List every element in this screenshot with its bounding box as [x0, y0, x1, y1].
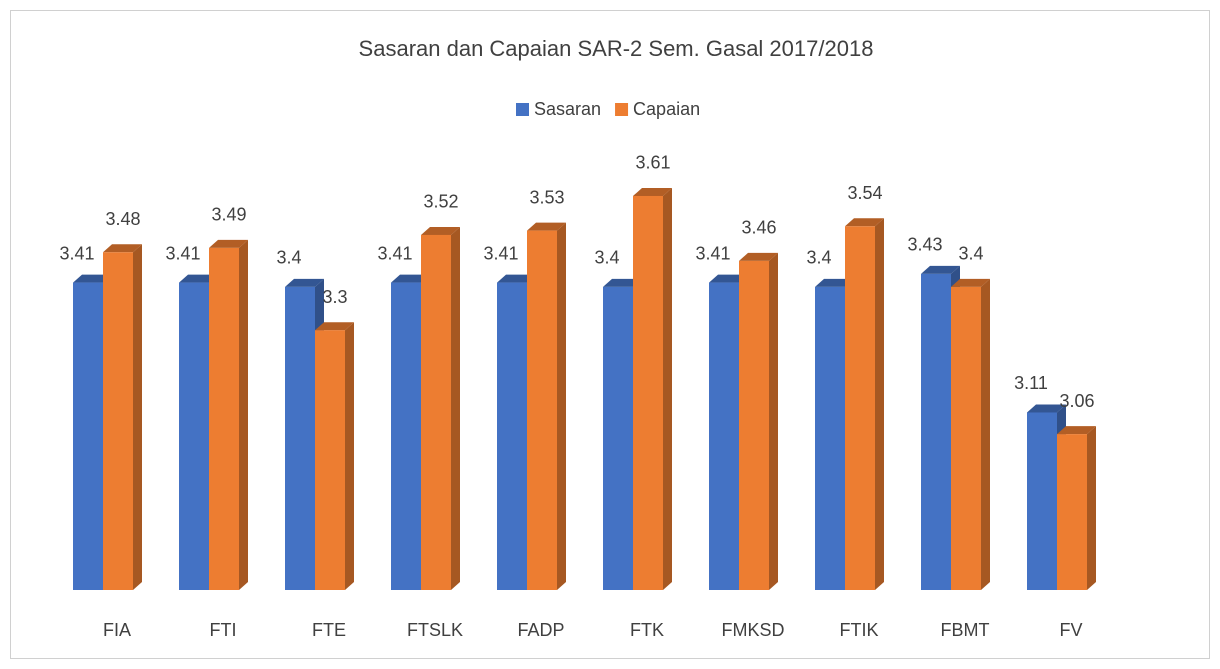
- bar-front: [739, 260, 769, 590]
- data-label: 3.41: [483, 243, 518, 263]
- bar: [103, 244, 142, 590]
- data-label: 3.4: [806, 248, 831, 268]
- bar-side: [557, 222, 566, 591]
- bar: [739, 252, 778, 591]
- bar-top: [285, 278, 324, 287]
- bar-front: [209, 247, 239, 590]
- bar-front: [103, 252, 133, 590]
- bar: [421, 226, 460, 590]
- bar-front: [815, 286, 845, 590]
- bar-top: [497, 274, 536, 283]
- data-label: 3.49: [211, 205, 246, 225]
- x-tick-label: FTIK: [840, 620, 879, 640]
- chart-title: Sasaran dan Capaian SAR-2 Sem. Gasal 201…: [359, 36, 874, 61]
- bar-side: [133, 244, 142, 590]
- bar-front: [951, 286, 981, 590]
- bar-front: [391, 282, 421, 590]
- bar-top: [921, 265, 960, 274]
- bar-front: [421, 234, 451, 590]
- x-tick-label: FADP: [517, 620, 564, 640]
- bar: [845, 218, 884, 590]
- bar-front: [633, 195, 663, 590]
- data-label: 3.4: [276, 248, 301, 268]
- legend-label: Capaian: [633, 99, 700, 119]
- x-tick-label: FTI: [210, 620, 237, 640]
- data-label: 3.41: [59, 243, 94, 263]
- data-label: 3.41: [695, 243, 730, 263]
- bar-top: [603, 278, 642, 287]
- bar-top: [209, 239, 248, 248]
- bar-top: [1057, 426, 1096, 435]
- bar: [1057, 426, 1096, 590]
- data-label: 3.53: [529, 187, 564, 207]
- bar-top: [1027, 404, 1066, 413]
- legend-label: Sasaran: [534, 99, 601, 119]
- bar-top: [633, 187, 672, 196]
- legend-swatch: [516, 103, 529, 116]
- x-tick-label: FTSLK: [407, 620, 463, 640]
- x-tick-label: FBMT: [941, 620, 990, 640]
- data-label: 3.43: [907, 235, 942, 255]
- x-tick-label: FTE: [312, 620, 346, 640]
- bar: [315, 322, 354, 590]
- data-label: 3.61: [635, 153, 670, 173]
- data-label: 3.06: [1059, 391, 1094, 411]
- bar: [633, 187, 672, 590]
- bar-top: [315, 322, 354, 331]
- bar-side: [663, 187, 672, 590]
- bar-top: [815, 278, 854, 287]
- bar: [527, 222, 566, 591]
- data-label: 3.48: [105, 209, 140, 229]
- bar-side: [451, 226, 460, 590]
- bar: [951, 278, 990, 590]
- bar-front: [497, 282, 527, 590]
- bar-side: [769, 252, 778, 591]
- data-label: 3.11: [1014, 373, 1048, 393]
- x-tick-label: FIA: [103, 620, 131, 640]
- bar-side: [345, 322, 354, 590]
- x-tick-label: FV: [1059, 620, 1082, 640]
- bar-front: [73, 282, 103, 590]
- bar-side: [875, 218, 884, 590]
- bar-top: [103, 244, 142, 253]
- bar-front: [527, 230, 557, 591]
- x-tick-label: FTK: [630, 620, 664, 640]
- legend-swatch: [615, 103, 629, 116]
- bar-top: [179, 274, 218, 283]
- data-label: 3.52: [423, 192, 458, 212]
- bar-front: [845, 226, 875, 590]
- bar-front: [285, 286, 315, 590]
- data-label: 3.41: [165, 243, 200, 263]
- data-label: 3.3: [322, 287, 347, 307]
- bar-front: [1027, 412, 1057, 590]
- bar-top: [739, 252, 778, 261]
- bar-top: [709, 274, 748, 283]
- bar-side: [981, 278, 990, 590]
- bar-top: [845, 218, 884, 227]
- bar-front: [709, 282, 739, 590]
- bar-side: [239, 239, 248, 590]
- bar-top: [391, 274, 430, 283]
- bar-front: [921, 273, 951, 590]
- data-label: 3.46: [741, 218, 776, 238]
- data-label: 3.54: [847, 183, 882, 203]
- bar-top: [951, 278, 990, 287]
- data-label: 3.4: [594, 248, 619, 268]
- bar-front: [315, 330, 345, 590]
- x-tick-label: FMKSD: [722, 620, 785, 640]
- bar-front: [1057, 434, 1087, 590]
- bar-top: [421, 226, 460, 235]
- bar-front: [179, 282, 209, 590]
- bar-top: [73, 274, 112, 283]
- data-label: 3.4: [958, 244, 983, 264]
- bar-side: [1087, 426, 1096, 590]
- bar: [209, 239, 248, 590]
- data-label: 3.41: [377, 243, 412, 263]
- bar-front: [603, 286, 633, 590]
- bar-top: [527, 222, 566, 231]
